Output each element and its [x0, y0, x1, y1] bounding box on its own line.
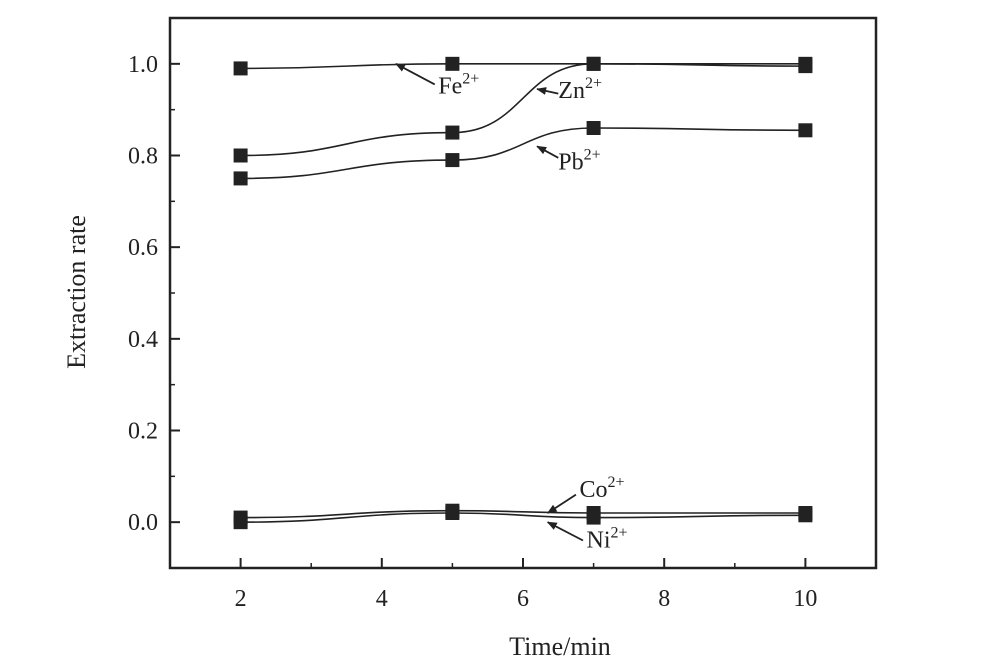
data-point-ni: [233, 515, 248, 530]
x-tick-label: 6: [517, 586, 529, 612]
label-arrow-zn: [536, 87, 559, 95]
data-point-zn: [586, 56, 601, 71]
data-point-pb: [798, 123, 813, 138]
y-tick-label: 0.8: [128, 144, 158, 170]
data-point-zn: [233, 148, 248, 163]
y-tick-label: 0.0: [128, 510, 158, 536]
series-label-co: Co2+: [579, 474, 624, 503]
series-line-fe: [240, 63, 806, 70]
data-point-ni: [445, 506, 460, 520]
data-point-ni: [798, 508, 813, 523]
data-point-fe: [445, 56, 460, 71]
x-tick-label: 4: [376, 586, 388, 612]
series-line-co: [240, 509, 806, 519]
label-arrow-ni: [546, 521, 584, 542]
series-labels: Fe2+ Zn2+ Pb2+ Co2+ Ni2+: [395, 63, 628, 553]
x-tick-label: 8: [658, 586, 670, 612]
y-tick-label: 1.0: [128, 52, 158, 78]
series-layer: [233, 56, 813, 530]
label-arrow-co: [546, 493, 577, 514]
series-line-ni: [240, 512, 806, 523]
data-point-zn: [445, 125, 460, 140]
y-tick-label: 0.2: [128, 419, 158, 445]
x-axis-label: Time/min: [509, 632, 611, 661]
y-tick-label: 0.4: [128, 327, 158, 353]
data-point-pb: [586, 121, 601, 135]
label-arrow-pb: [536, 145, 559, 159]
series-label-fe: Fe2+: [438, 71, 479, 100]
x-tick-label: 2: [235, 586, 247, 612]
data-point-pb: [445, 153, 460, 168]
series-label-ni: Ni2+: [587, 524, 628, 553]
label-arrow-fe: [395, 63, 436, 86]
plot-frame: [168, 16, 878, 570]
x-tick-label: 10: [793, 586, 817, 612]
series-line-zn: [240, 63, 806, 157]
data-point-zn: [798, 59, 813, 74]
y-axis-label: Extraction rate: [62, 215, 91, 369]
data-point-pb: [233, 171, 248, 186]
series-label-pb: Pb2+: [558, 146, 600, 175]
series-line-pb: [240, 127, 806, 180]
data-point-fe: [233, 61, 248, 76]
axis-ticks: 2 4 6 8 10 0.0 0.2 0.4 0.6 0.8 1.0: [128, 52, 877, 612]
data-point-ni: [586, 510, 601, 525]
series-label-zn: Zn2+: [558, 75, 602, 104]
y-tick-label: 0.6: [128, 235, 158, 261]
